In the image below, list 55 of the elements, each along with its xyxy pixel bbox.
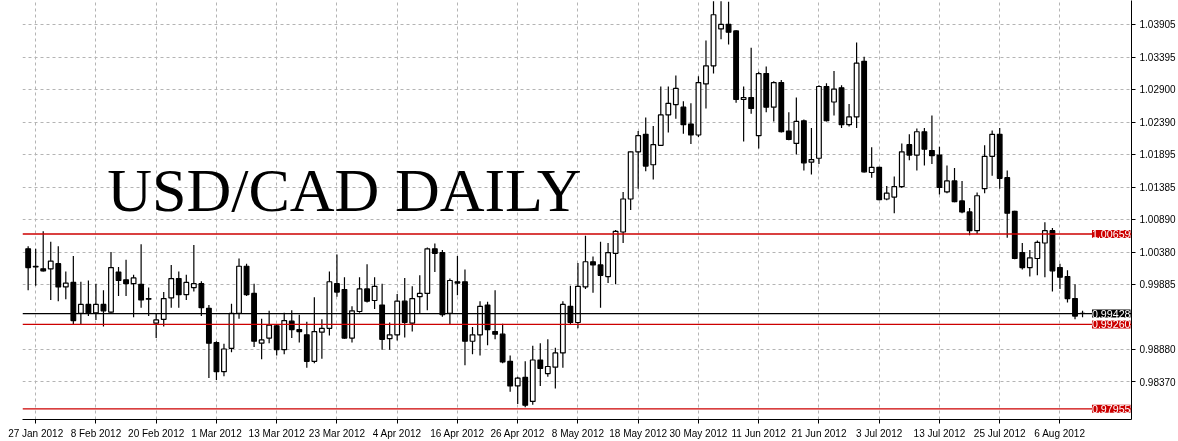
candlestick [944, 164, 950, 194]
x-tick-label: 3 Jul 2012 [856, 427, 903, 439]
candlestick [25, 245, 32, 291]
candlestick [32, 248, 39, 287]
x-tick-label: 20 Feb 2012 [128, 427, 185, 439]
x-tick-label: 18 May 2012 [609, 427, 668, 439]
ref-line-label: 1.00659 [1091, 227, 1131, 240]
candlestick [665, 85, 672, 134]
y-tick-label: 1.03395 [1139, 52, 1177, 64]
x-tick-label: 1 Mar 2012 [191, 427, 243, 439]
y-tick-label: 1.00380 [1139, 247, 1177, 259]
y-tick-label: 1.02900 [1139, 84, 1177, 96]
candlestick [959, 180, 965, 214]
candlestick [635, 130, 642, 190]
candlestick [703, 39, 709, 110]
x-tick-label: 16 Apr 2012 [430, 427, 485, 439]
candlestick [590, 255, 596, 294]
x-tick-label: 25 Jul 2012 [973, 427, 1026, 439]
y-tick-label: 0.98880 [1139, 344, 1177, 356]
x-tick-label: 8 Feb 2012 [70, 427, 122, 439]
candlestick [469, 326, 476, 355]
candlestick [40, 230, 47, 273]
y-tick-label: 0.98370 [1139, 377, 1177, 388]
ref-line-label: 0.99260 [1091, 318, 1131, 331]
x-tick-label: 13 Mar 2012 [248, 427, 306, 439]
y-tick-label: 1.01895 [1139, 149, 1177, 161]
y-tick-label: 1.02390 [1139, 117, 1177, 129]
x-tick-label: 27 Jan 2012 [8, 427, 64, 439]
x-tick-label: 21 Jun 2012 [791, 427, 847, 439]
x-tick-label: 8 May 2012 [551, 427, 605, 439]
candlestick [386, 321, 393, 351]
candlestick [168, 264, 175, 309]
candlestick [371, 276, 378, 310]
x-tick-label: 23 Mar 2012 [308, 427, 366, 439]
candlestick [221, 343, 227, 377]
y-tick-label: 1.01385 [1139, 182, 1177, 194]
x-tick-label: 6 Aug 2012 [1034, 427, 1086, 439]
candlestick [831, 70, 837, 117]
x-tick-label: 11 Jun 2012 [731, 427, 787, 439]
y-tick-label: 1.00890 [1139, 214, 1177, 226]
candlestick [138, 243, 145, 309]
y-tick-label: 1.03905 [1139, 19, 1177, 31]
y-tick-label: 0.99885 [1139, 279, 1177, 291]
candlestick [718, 0, 724, 40]
x-tick-label: 30 May 2012 [669, 427, 728, 439]
x-tick-label: 4 Apr 2012 [372, 427, 422, 439]
candlestick [680, 100, 687, 135]
candlestick [318, 318, 325, 360]
ref-line-label: 0.97955 [1091, 402, 1131, 415]
candlestick [672, 74, 679, 120]
text: USD/CAD DAILY [107, 155, 582, 224]
x-tick-label: 13 Jul 2012 [913, 427, 966, 439]
x-tick-label: 26 Apr 2012 [490, 427, 545, 439]
ref-line-label: 0.99428 [1091, 307, 1131, 320]
candlestick [258, 318, 265, 360]
